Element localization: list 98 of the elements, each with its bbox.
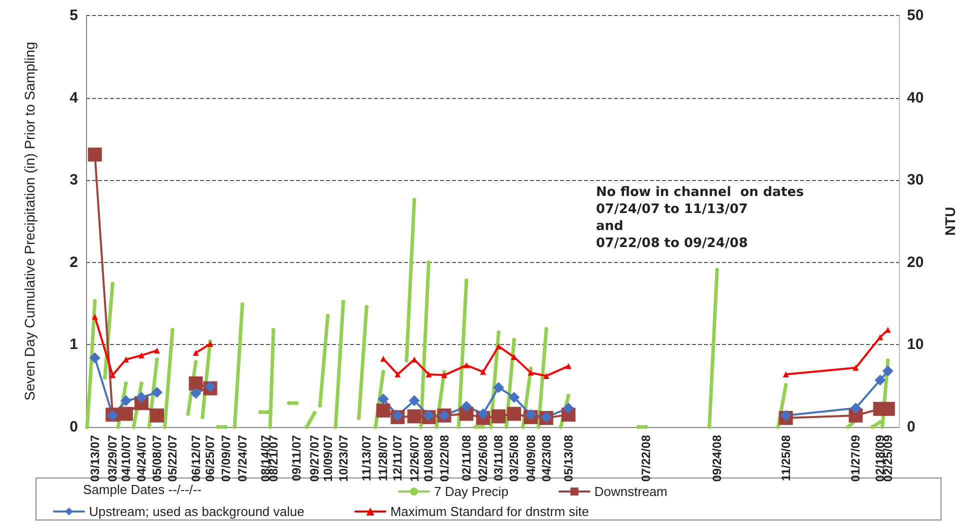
y2-axis-title: NTU — [942, 206, 958, 236]
x-tick-label: 01/22/08 — [437, 434, 452, 482]
point — [874, 374, 886, 386]
x-tick-label: 09/27/07 — [307, 434, 322, 482]
y2-tick-label: 10 — [907, 336, 924, 354]
x-tick-label: 03/25/08 — [507, 434, 522, 482]
x-tick-label: 11/25/08 — [778, 434, 793, 482]
point — [780, 410, 792, 421]
point — [89, 352, 100, 364]
point — [423, 410, 434, 421]
point — [394, 371, 401, 378]
y2-tick-label: 20 — [907, 254, 924, 271]
x-tick-label: 11/13/07 — [360, 434, 374, 482]
x-tick-label: 04/09/08 — [524, 434, 538, 482]
y-axis-title: Seven Day Cumulative Precipitation (in) Prior to Sampling — [22, 42, 38, 401]
x-tick-label: 05/08/07 — [150, 434, 164, 482]
y-tick-label: 2 — [70, 254, 78, 271]
y-tick-label: 3 — [70, 172, 78, 189]
x-tick-label: 05/13/08 — [561, 434, 576, 482]
point — [496, 343, 502, 350]
y2-tick-label: 40 — [907, 89, 924, 106]
point — [877, 334, 884, 340]
point — [207, 340, 214, 347]
point — [880, 402, 895, 416]
x-tick-label: 07/09/07 — [218, 434, 233, 482]
x-tick-label: 01/08/08 — [422, 434, 436, 482]
x-tick-label: 01/27/09 — [848, 434, 863, 482]
point — [850, 402, 862, 414]
point — [188, 376, 203, 390]
point — [136, 392, 147, 403]
x-tick-label: 10/09/07 — [320, 434, 335, 482]
point — [204, 381, 216, 392]
y-tick-label: 0 — [70, 418, 78, 436]
point — [154, 347, 160, 354]
point — [852, 364, 859, 371]
point — [407, 409, 422, 424]
point — [507, 406, 522, 421]
x-tick-label: 10/23/07 — [336, 434, 350, 482]
point — [150, 408, 164, 422]
point — [376, 404, 390, 418]
x-tick-label: 07/24/07 — [235, 434, 250, 482]
y2-tick-label: 30 — [907, 172, 924, 189]
point — [492, 409, 506, 424]
x-tick-label: 12/11/07 — [390, 434, 405, 482]
y-tick-label: 4 — [70, 89, 79, 106]
point — [92, 314, 98, 320]
point — [543, 372, 550, 379]
point — [120, 395, 132, 406]
x-axis-title: Sample Dates --/--/-- — [83, 482, 202, 497]
point — [478, 408, 489, 420]
point — [493, 382, 504, 393]
x-tick-label: 06/12/07 — [188, 434, 203, 482]
point — [110, 372, 116, 378]
y-tick-label: 1 — [70, 336, 78, 354]
y-tick-label: 5 — [70, 7, 78, 24]
x-tick-label: 03/29/07 — [106, 434, 120, 482]
x-tick-label: 09/24/08 — [710, 434, 724, 482]
annotation: No flow in channel on dates 07/24/07 to 11/13/07 and 07/22/08 to 09/24/08 — [596, 185, 804, 251]
point — [565, 363, 572, 370]
point — [192, 350, 199, 356]
point — [480, 368, 486, 375]
x-tick-label: 02/26/08 — [476, 434, 490, 482]
point — [460, 400, 472, 412]
x-tick-label: 09/11/07 — [290, 434, 304, 482]
point — [392, 410, 404, 421]
point — [88, 148, 102, 162]
x-tick-label: 04/23/08 — [539, 434, 554, 482]
x-tick-label: 05/22/07 — [166, 434, 180, 482]
point — [782, 371, 789, 378]
y2-tick-label: 50 — [907, 7, 924, 24]
point — [525, 409, 536, 420]
legend-label: 7 Day Precip — [434, 484, 508, 499]
point — [426, 371, 432, 378]
point — [151, 386, 162, 398]
x-tick-label: 11/28/07 — [376, 434, 390, 482]
x-tick-label: 06/25/07 — [203, 434, 218, 482]
x-tick-label: 07/22/08 — [639, 434, 654, 482]
point — [528, 370, 534, 376]
legend-label: Downstream — [594, 484, 668, 499]
point — [441, 372, 448, 378]
x-tick-label: 02/11/08 — [459, 434, 474, 482]
x-tick-label: 03/11/08 — [492, 434, 506, 482]
x-tick-label: 04/24/07 — [134, 434, 148, 482]
point — [190, 388, 202, 399]
point — [408, 395, 420, 406]
point — [562, 402, 574, 414]
y2-tick-label: 0 — [907, 418, 916, 436]
legend-label: Maximum Standard for dnstrm site — [390, 504, 590, 519]
x-tick-label: 04/10/07 — [118, 434, 133, 482]
point — [138, 352, 144, 358]
point — [463, 362, 470, 368]
point — [508, 392, 520, 403]
point — [118, 406, 133, 421]
x-tick-label: 12/26/07 — [407, 434, 422, 482]
x-tick-label: 03/13/07 — [88, 434, 102, 482]
point — [378, 394, 389, 405]
legend-label: Upstream; used as background value — [89, 504, 304, 519]
point — [882, 366, 894, 377]
